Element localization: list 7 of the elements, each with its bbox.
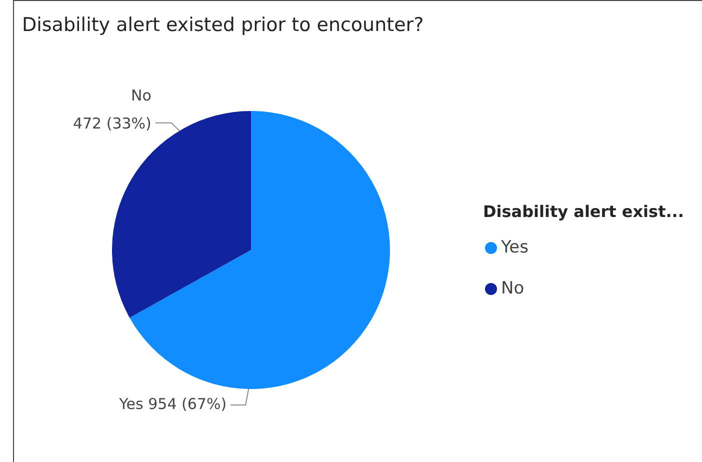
data-label: 472 (33%): [72, 114, 152, 133]
chart-title: Disability alert existed prior to encounter?: [22, 14, 424, 36]
category-label: Yes 954 (67%): [119, 394, 227, 413]
legend-title: Disability alert exist...: [483, 202, 684, 222]
slice-label: No: [131, 86, 152, 105]
legend-label: Yes: [500, 237, 529, 258]
legend-label: No: [501, 278, 524, 298]
